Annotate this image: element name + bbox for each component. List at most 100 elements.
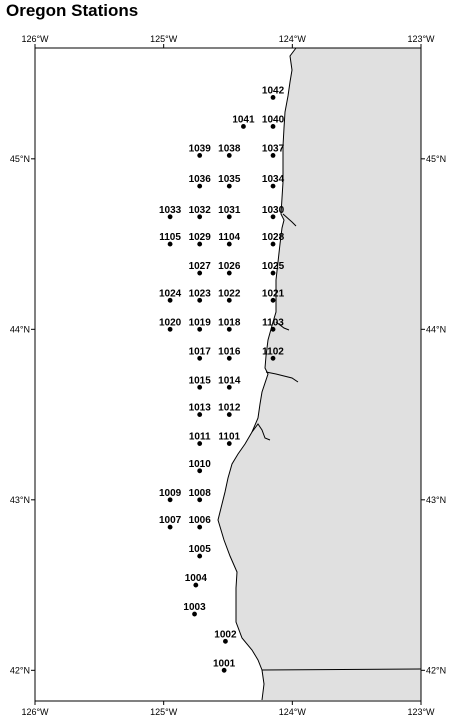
station-1009[interactable]: 1009: [159, 488, 182, 503]
station-label: 1040: [262, 114, 285, 125]
station-1017[interactable]: 1017: [189, 346, 212, 361]
station-1022[interactable]: 1022: [218, 288, 241, 303]
station-1036[interactable]: 1036: [189, 174, 212, 189]
station-marker[interactable]: [270, 241, 276, 247]
station-marker[interactable]: [270, 153, 276, 158]
station-marker[interactable]: [270, 297, 276, 303]
station-marker[interactable]: [226, 384, 232, 390]
station-1012[interactable]: 1012: [218, 403, 241, 417]
station-marker[interactable]: [197, 384, 203, 390]
station-1001[interactable]: 1001: [213, 658, 236, 673]
station-1104[interactable]: 1104: [218, 232, 241, 247]
station-marker[interactable]: [167, 214, 173, 220]
station-1002[interactable]: 1002: [214, 629, 237, 644]
station-marker[interactable]: [197, 468, 203, 474]
station-marker[interactable]: [197, 326, 203, 332]
station-marker[interactable]: [197, 412, 203, 417]
station-1014[interactable]: 1014: [218, 375, 241, 390]
station-1026[interactable]: 1026: [218, 261, 241, 276]
station-1019[interactable]: 1019: [189, 317, 212, 332]
station-marker[interactable]: [197, 214, 203, 220]
station-1039[interactable]: 1039: [189, 143, 212, 158]
station-marker[interactable]: [197, 524, 203, 530]
station-label: 1014: [218, 375, 241, 386]
station-1021[interactable]: 1021: [262, 288, 285, 303]
station-1037[interactable]: 1037: [262, 143, 285, 158]
station-marker[interactable]: [226, 214, 232, 220]
station-1029[interactable]: 1029: [189, 232, 212, 247]
station-1042[interactable]: 1042: [262, 85, 285, 100]
station-marker[interactable]: [167, 326, 173, 332]
station-label: 1005: [189, 544, 212, 555]
station-marker[interactable]: [193, 582, 199, 588]
station-marker[interactable]: [226, 153, 232, 158]
station-marker[interactable]: [167, 497, 173, 503]
station-1015[interactable]: 1015: [189, 375, 212, 390]
station-marker[interactable]: [167, 297, 173, 303]
station-marker[interactable]: [226, 441, 232, 446]
station-1027[interactable]: 1027: [189, 261, 212, 276]
station-1010[interactable]: 1010: [189, 459, 212, 474]
station-marker[interactable]: [226, 270, 232, 276]
station-marker[interactable]: [192, 611, 197, 617]
station-1003[interactable]: 1003: [183, 602, 206, 617]
station-marker[interactable]: [197, 297, 203, 303]
station-marker[interactable]: [270, 95, 276, 100]
station-1031[interactable]: 1031: [218, 205, 241, 220]
station-marker[interactable]: [270, 183, 276, 189]
station-marker[interactable]: [226, 183, 232, 189]
station-1008[interactable]: 1008: [189, 488, 212, 503]
station-marker[interactable]: [226, 355, 232, 361]
station-1033[interactable]: 1033: [159, 205, 182, 220]
station-1034[interactable]: 1034: [262, 174, 285, 189]
station-1041[interactable]: 1041: [232, 114, 255, 129]
station-marker[interactable]: [270, 270, 276, 276]
station-marker[interactable]: [223, 638, 228, 644]
station-1018[interactable]: 1018: [218, 317, 241, 332]
station-marker[interactable]: [167, 241, 173, 247]
station-marker[interactable]: [197, 241, 203, 247]
station-marker[interactable]: [197, 441, 203, 446]
station-1005[interactable]: 1005: [189, 544, 212, 559]
station-marker[interactable]: [197, 153, 203, 158]
station-marker[interactable]: [197, 183, 203, 189]
station-marker[interactable]: [226, 326, 232, 332]
station-1035[interactable]: 1035: [218, 174, 241, 189]
station-1011[interactable]: 1011: [189, 432, 211, 446]
station-1006[interactable]: 1006: [189, 515, 212, 530]
lon-tick-label-top: 123°W: [407, 34, 435, 44]
station-marker[interactable]: [167, 524, 173, 530]
station-marker[interactable]: [226, 297, 232, 303]
station-marker[interactable]: [197, 270, 203, 276]
station-1020[interactable]: 1020: [159, 317, 182, 332]
station-marker[interactable]: [226, 412, 232, 417]
station-1030[interactable]: 1030: [262, 205, 285, 220]
station-1023[interactable]: 1023: [189, 288, 212, 303]
station-1013[interactable]: 1013: [189, 403, 212, 417]
station-1025[interactable]: 1025: [262, 261, 285, 276]
station-1028[interactable]: 1028: [262, 232, 285, 247]
station-1007[interactable]: 1007: [159, 515, 182, 530]
station-1004[interactable]: 1004: [185, 573, 208, 588]
station-1024[interactable]: 1024: [159, 288, 182, 303]
station-marker[interactable]: [197, 355, 203, 361]
station-marker[interactable]: [197, 497, 203, 503]
station-1032[interactable]: 1032: [189, 205, 212, 220]
station-marker[interactable]: [270, 214, 276, 220]
station-1105[interactable]: 1105: [159, 232, 181, 247]
state-border: [261, 668, 422, 671]
station-1103[interactable]: 1103: [262, 317, 284, 332]
station-1038[interactable]: 1038: [218, 143, 241, 158]
station-marker[interactable]: [270, 124, 276, 129]
station-1016[interactable]: 1016: [218, 346, 241, 361]
station-marker[interactable]: [270, 355, 276, 361]
station-1101[interactable]: 1101: [218, 432, 241, 446]
station-marker[interactable]: [197, 553, 203, 559]
station-marker[interactable]: [241, 124, 246, 129]
station-marker[interactable]: [221, 667, 227, 673]
station-1040[interactable]: 1040: [262, 114, 285, 129]
station-marker[interactable]: [270, 326, 276, 332]
station-1102[interactable]: 1102: [262, 346, 284, 361]
station-marker[interactable]: [226, 241, 232, 247]
